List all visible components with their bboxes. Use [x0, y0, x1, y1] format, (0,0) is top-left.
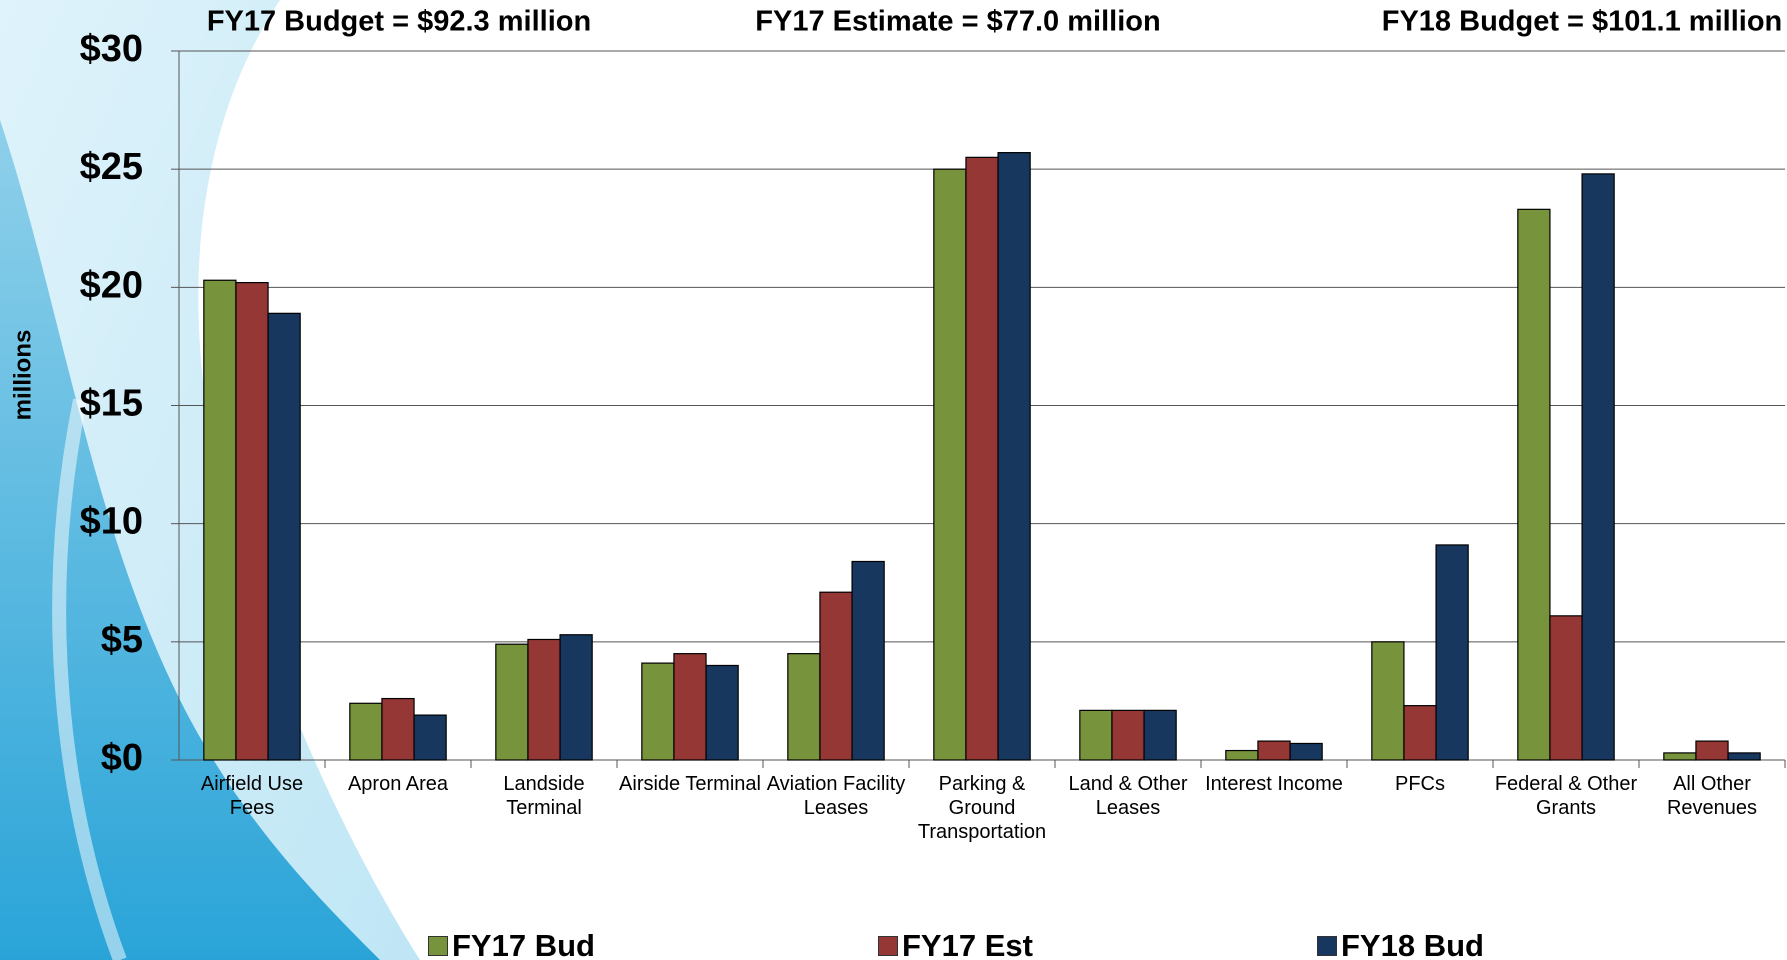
y-tick-label: $0: [101, 737, 143, 779]
x-tick-label: All Other Revenues: [1639, 772, 1785, 820]
bar: [934, 169, 966, 760]
bar: [236, 283, 268, 760]
bar: [998, 153, 1030, 760]
x-tick-label: Airside Terminal: [617, 772, 763, 796]
bar: [1258, 741, 1290, 760]
y-tick-label: $5: [101, 619, 143, 661]
legend-label: FY18 Bud: [1341, 928, 1484, 960]
legend-swatch: [428, 936, 448, 956]
bar: [674, 654, 706, 760]
y-tick-label: $20: [80, 264, 143, 306]
bar: [1582, 174, 1614, 760]
bar: [1144, 710, 1176, 760]
legend-item: FY17 Est: [878, 928, 1033, 960]
bar: [1436, 545, 1468, 760]
x-tick-label: Parking & Ground Transportation: [909, 772, 1055, 844]
bar: [1518, 209, 1550, 760]
bar: [706, 665, 738, 760]
bar: [1404, 706, 1436, 760]
annotation: FY18 Budget = $101.1 million: [1382, 6, 1783, 38]
bar: [268, 313, 300, 760]
bar: [382, 699, 414, 760]
y-tick-label: $30: [80, 28, 143, 70]
bar: [1226, 751, 1258, 760]
bar: [1372, 642, 1404, 760]
y-tick-label: $25: [80, 146, 143, 188]
legend-item: FY17 Bud: [428, 928, 595, 960]
annotation: FY17 Budget = $92.3 million: [207, 6, 591, 38]
bar: [1080, 710, 1112, 760]
y-tick-label: $15: [80, 383, 143, 425]
bar: [642, 663, 674, 760]
x-tick-label: PFCs: [1347, 772, 1493, 796]
x-tick-label: Landside Terminal: [471, 772, 617, 820]
bar: [560, 635, 592, 760]
bar: [414, 715, 446, 760]
page: FY17 Budget = $92.3 million FY17 Estimat…: [0, 0, 1787, 960]
bar: [1728, 753, 1760, 760]
legend-label: FY17 Bud: [452, 928, 595, 960]
annotation: FY17 Estimate = $77.0 million: [755, 6, 1160, 38]
x-tick-label: Interest Income: [1201, 772, 1347, 796]
legend-swatch: [878, 936, 898, 956]
legend-label: FY17 Est: [902, 928, 1033, 960]
y-tick-label: $10: [80, 501, 143, 543]
bar: [966, 157, 998, 760]
x-tick-label: Airfield Use Fees: [179, 772, 325, 820]
x-tick-label: Aviation Facility Leases: [763, 772, 909, 820]
bar: [852, 561, 884, 760]
x-tick-label: Land & Other Leases: [1055, 772, 1201, 820]
bar: [820, 592, 852, 760]
bar: [1696, 741, 1728, 760]
bar: [1550, 616, 1582, 760]
bar: [528, 639, 560, 760]
bar: [496, 644, 528, 760]
legend-swatch: [1317, 936, 1337, 956]
bar: [204, 280, 236, 760]
bar: [1290, 743, 1322, 760]
x-tick-label: Apron Area: [325, 772, 471, 796]
bar: [350, 703, 382, 760]
y-axis-label: millions: [9, 330, 36, 421]
bar: [1664, 753, 1696, 760]
x-tick-label: Federal & Other Grants: [1493, 772, 1639, 820]
bar: [1112, 710, 1144, 760]
legend-item: FY18 Bud: [1317, 928, 1484, 960]
bar: [788, 654, 820, 760]
